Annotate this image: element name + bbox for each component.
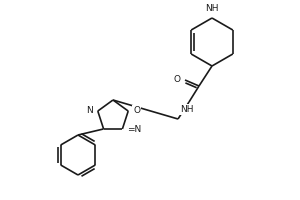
Text: NH: NH <box>205 4 219 13</box>
Text: N: N <box>86 106 93 115</box>
Text: O: O <box>173 74 180 84</box>
Text: NH: NH <box>180 105 194 114</box>
Text: O: O <box>133 106 140 115</box>
Text: =N: =N <box>128 125 142 134</box>
